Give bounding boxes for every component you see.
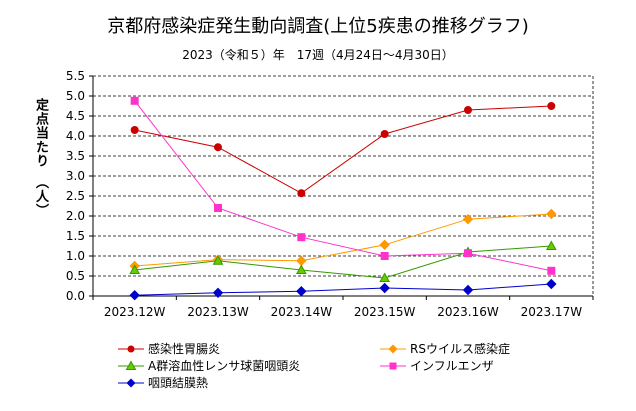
legend-label: 咽頭結膜熱 — [148, 376, 209, 390]
series-line-3 — [134, 100, 552, 272]
x-tick-label: 2023.15W — [354, 305, 416, 319]
y-tick-label: 3.0 — [66, 169, 85, 183]
data-point-0-3 — [380, 130, 389, 138]
series-line-1 — [134, 213, 552, 267]
y-tick-label: 0.5 — [66, 269, 85, 283]
y-tick-label: 0.0 — [66, 289, 85, 303]
data-point-0-4 — [464, 106, 472, 114]
data-point-0-1 — [214, 143, 222, 152]
data-point-3-3 — [380, 252, 389, 260]
data-point-0-5 — [547, 102, 556, 110]
y-tick-label: 5.0 — [66, 89, 85, 103]
data-point-4-3 — [379, 282, 390, 294]
legend-marker-icon — [118, 378, 144, 388]
data-point-1-4 — [462, 213, 474, 225]
data-point-4-0 — [129, 289, 140, 301]
data-point-3-1 — [214, 204, 222, 212]
data-point-4-5 — [546, 278, 557, 290]
data-point-2-2 — [295, 264, 307, 274]
x-tick-label: 2023.14W — [271, 305, 333, 319]
data-point-4-1 — [212, 287, 224, 299]
legend-marker-icon — [118, 345, 144, 353]
legend-label: RSウイルス感染症 — [410, 342, 510, 356]
x-tick-label: 2023.12W — [104, 305, 166, 319]
x-tick-label: 2023.17W — [521, 305, 583, 319]
data-point-2-1 — [212, 255, 224, 265]
y-tick-label: 1.5 — [66, 229, 85, 243]
data-point-4-4 — [462, 284, 474, 296]
legend-marker-icon — [380, 344, 406, 354]
data-point-1-3 — [379, 239, 390, 251]
y-tick-label: 5.5 — [66, 69, 85, 83]
y-tick-label: 3.5 — [66, 149, 85, 163]
legend-marker-icon — [380, 362, 406, 370]
legend-label: インフルエンザ — [410, 359, 494, 373]
data-point-3-4 — [464, 249, 472, 258]
data-point-3-5 — [547, 266, 556, 275]
data-point-4-2 — [296, 285, 307, 297]
chart-title: 京都府感染症発生動向調査(上位5疾患の推移グラフ) — [107, 16, 529, 37]
data-point-1-2 — [296, 255, 307, 267]
chart-subtitle: 2023（令和５）年 17週（4月24日～4月30日） — [182, 48, 454, 62]
series-line-4 — [134, 283, 552, 296]
legend-marker-icon — [118, 360, 144, 370]
x-tick-label: 2023.13W — [187, 305, 249, 319]
y-axis-label: 定点当たり （人） — [33, 98, 48, 218]
data-point-3-0 — [130, 96, 139, 105]
series-line-0 — [134, 105, 552, 194]
data-point-1-5 — [546, 208, 557, 220]
y-tick-label: 2.5 — [66, 189, 85, 203]
y-tick-label: 4.5 — [66, 109, 85, 123]
data-point-2-0 — [129, 264, 141, 274]
y-tick-label: 1.0 — [66, 249, 85, 263]
x-tick-label: 2023.16W — [437, 305, 499, 319]
data-point-3-2 — [297, 233, 306, 242]
data-point-2-3 — [379, 272, 391, 282]
y-tick-label: 4.0 — [66, 129, 85, 143]
data-point-0-0 — [130, 126, 139, 134]
data-point-2-5 — [545, 240, 557, 250]
series-line-2 — [134, 245, 552, 279]
data-point-0-2 — [297, 189, 306, 198]
legend-label: A群溶血性レンサ球菌咽頭炎 — [148, 359, 301, 373]
legend-label: 感染性胃腸炎 — [148, 342, 221, 356]
y-tick-label: 2.0 — [66, 209, 85, 223]
